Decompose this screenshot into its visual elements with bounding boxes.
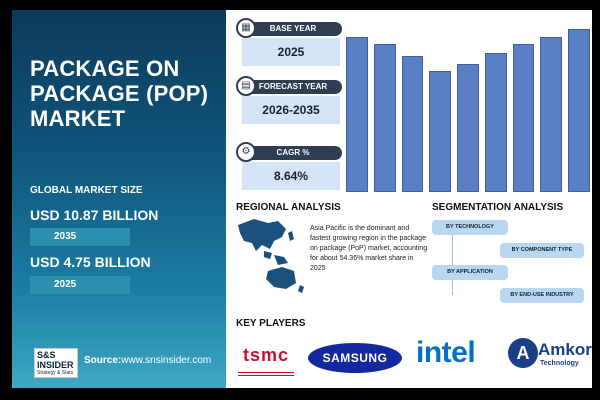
chart-bar xyxy=(373,44,396,192)
intel-logo: intel xyxy=(416,336,476,369)
growth-icon: ⚙ xyxy=(236,142,256,162)
segment-by-component-type: BY COMPONENT TYPE xyxy=(500,243,584,258)
chart-bar xyxy=(401,55,424,192)
year-badge-2035: 2035 xyxy=(30,228,130,246)
segment-by-technology: BY TECHNOLOGY xyxy=(432,220,508,235)
infographic: PACKAGE ON PACKAGE (POP) MARKET GLOBAL M… xyxy=(12,10,592,388)
base-year-label: BASE YEAR xyxy=(244,22,342,36)
market-value-2025: USD 4.75 BILLION xyxy=(30,254,151,270)
regional-analysis-title: REGIONAL ANALYSIS xyxy=(236,202,341,213)
amkor-mark: A xyxy=(508,338,538,368)
cagr-value: 8.64% xyxy=(242,162,340,190)
page-title: PACKAGE ON PACKAGE (POP) MARKET xyxy=(30,56,209,131)
left-panel: PACKAGE ON PACKAGE (POP) MARKET GLOBAL M… xyxy=(12,10,226,388)
chart-bar xyxy=(512,44,535,192)
chart-bar xyxy=(346,37,368,192)
chart-bar xyxy=(540,37,563,192)
calendar-icon: ▦ xyxy=(236,18,256,38)
segmentation-analysis-title: SEGMENTATION ANALYSIS xyxy=(432,202,564,213)
global-market-size-label: GLOBAL MARKET SIZE xyxy=(30,185,143,196)
source-url[interactable]: www.snsinsider.com xyxy=(121,355,212,366)
cagr-label: CAGR % xyxy=(244,146,342,160)
key-players-title: KEY PLAYERS xyxy=(236,318,306,329)
forecast-year-label: FORECAST YEAR xyxy=(244,80,342,94)
chart-icon: ▤ xyxy=(236,76,256,96)
sns-insider-logo: S&S INSIDER Strategy & Stats xyxy=(34,348,78,378)
forecast-year-value: 2026-2035 xyxy=(242,96,340,124)
source-label: Source: xyxy=(84,355,122,366)
base-year-value: 2025 xyxy=(242,38,340,66)
tsmc-logo: tsmc xyxy=(238,340,294,376)
amkor-tagline: Technology xyxy=(540,360,579,367)
source-line: Source:www.snsinsider.com xyxy=(84,355,211,366)
bar-chart xyxy=(346,24,590,192)
chart-bar xyxy=(457,64,479,192)
market-value-2035: USD 10.87 BILLION xyxy=(30,207,159,223)
chart-bar xyxy=(568,29,590,192)
chart-bar xyxy=(484,52,507,192)
chart-bar xyxy=(429,71,452,192)
amkor-name: Amkor xyxy=(538,340,592,359)
brand-tagline: Strategy & Stats xyxy=(37,370,74,376)
asia-pacific-map xyxy=(238,219,304,293)
year-badge-2025: 2025 xyxy=(30,276,130,294)
segment-by-application: BY APPLICATION xyxy=(432,265,508,280)
regional-analysis-text: Asia Pacific is the dominant and fastest… xyxy=(310,225,428,272)
segment-by-end-use-industry: BY END-USE INDUSTRY xyxy=(500,288,584,303)
brand-name: S&S INSIDER xyxy=(37,350,74,370)
samsung-logo: SAMSUNG xyxy=(308,343,402,373)
